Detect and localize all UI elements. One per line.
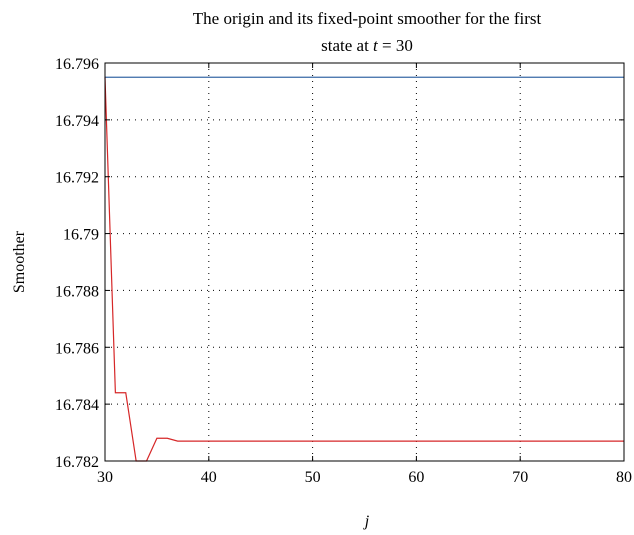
x-axis-label: j bbox=[363, 513, 370, 530]
ticks: 30 40 50 60 70 80 16.782 16.784 16.786 16.788 16.7… bbox=[55, 56, 632, 486]
y-tick-label: 16.782 bbox=[55, 454, 99, 471]
chart-title-line1: The origin and its fixed-point smoother … bbox=[193, 9, 542, 28]
x-tick-label: 40 bbox=[201, 469, 217, 486]
y-tick-label: 16.786 bbox=[55, 340, 99, 357]
x-tick-label: 80 bbox=[616, 469, 632, 486]
series-2 bbox=[104, 77, 624, 462]
plot-frame bbox=[104, 62, 625, 462]
y-tick-label: 16.792 bbox=[55, 170, 99, 187]
grid bbox=[105, 63, 624, 461]
series-group bbox=[104, 76, 624, 462]
y-tick-label: 16.794 bbox=[55, 113, 99, 130]
x-tick-label: 30 bbox=[97, 469, 113, 486]
x-tick-label: 70 bbox=[512, 469, 528, 486]
y-tick-label: 16.79 bbox=[63, 227, 99, 244]
chart-title-line2-variable: t bbox=[373, 36, 379, 55]
y-tick-label: 16.784 bbox=[55, 397, 99, 414]
x-tick-label: 50 bbox=[305, 469, 321, 486]
chart-title-line2: state at t = 30 bbox=[321, 36, 413, 55]
chart-title-line2-prefix: state at bbox=[321, 36, 373, 55]
chart-title-line2-suffix: = 30 bbox=[378, 36, 413, 55]
x-tick-label: 60 bbox=[408, 469, 424, 486]
y-axis-label: Smoother bbox=[11, 230, 28, 293]
series-2-line bbox=[104, 77, 624, 462]
y-tick-label: 16.796 bbox=[55, 56, 99, 73]
y-tick-label: 16.788 bbox=[55, 283, 99, 300]
